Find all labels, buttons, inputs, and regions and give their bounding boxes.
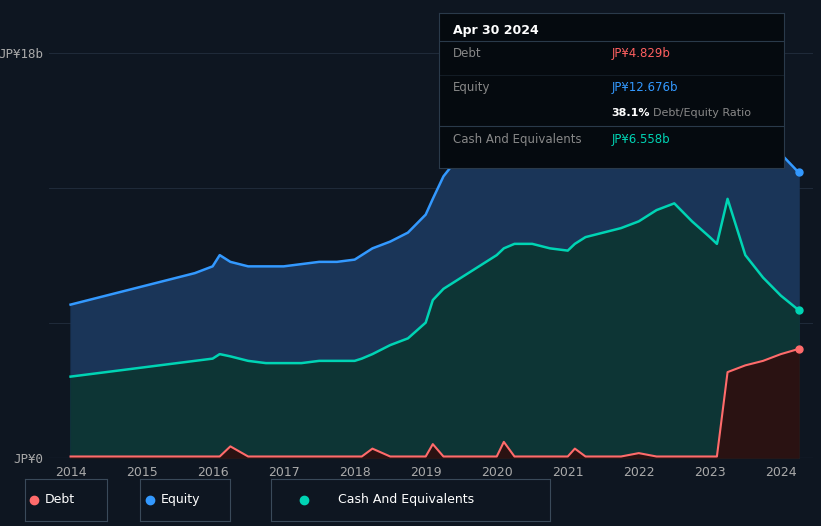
Text: Debt: Debt: [453, 47, 482, 60]
Text: 38.1%: 38.1%: [612, 108, 650, 118]
Text: Equity: Equity: [161, 493, 201, 506]
Text: Cash And Equivalents: Cash And Equivalents: [338, 493, 474, 506]
Text: Debt: Debt: [44, 493, 75, 506]
Text: JP¥6.558b: JP¥6.558b: [612, 133, 670, 146]
Text: Apr 30 2024: Apr 30 2024: [453, 24, 539, 37]
Text: Equity: Equity: [453, 82, 490, 95]
Text: JP¥4.829b: JP¥4.829b: [612, 47, 671, 60]
Text: Debt/Equity Ratio: Debt/Equity Ratio: [653, 108, 751, 118]
Text: Cash And Equivalents: Cash And Equivalents: [453, 133, 581, 146]
Text: JP¥12.676b: JP¥12.676b: [612, 82, 678, 95]
